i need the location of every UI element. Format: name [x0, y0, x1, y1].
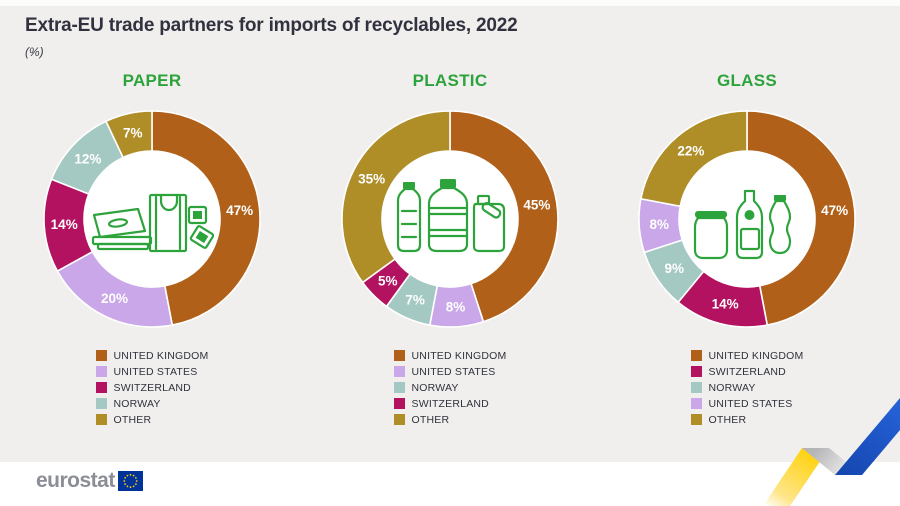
top-border-strip	[0, 0, 900, 6]
donut-segment-other	[639, 110, 748, 208]
legend-swatch	[690, 414, 702, 425]
legend-item: UNITED KINGDOM	[690, 349, 804, 362]
legend-item: UNITED STATES	[95, 365, 209, 378]
chart-glass: GLASS 47% 14% 9% 8% 22% UNITED KINGDOM SWIT	[632, 70, 862, 430]
legend-label: UNITED KINGDOM	[411, 349, 507, 362]
legend-label: OTHER	[113, 413, 152, 426]
donut-chart-plastic: 45% 8% 7% 5% 35%	[335, 104, 565, 334]
chart-title-plastic: PLASTIC	[412, 71, 488, 90]
legend-swatch	[95, 398, 107, 409]
legend-swatch	[393, 398, 405, 409]
eurostat-logo: eurostat	[36, 469, 143, 493]
footer-bar: eurostat	[0, 462, 900, 506]
chart-paper: PAPER 47% 20% 14% 12% 7%	[37, 70, 267, 430]
donut-segment-united-kingdom	[449, 110, 559, 323]
legend-swatch	[95, 414, 107, 425]
legend-item: OTHER	[95, 413, 209, 426]
legend-item: NORWAY	[690, 381, 804, 394]
legend-swatch	[690, 382, 702, 393]
legend-item: SWITZERLAND	[690, 365, 804, 378]
segment-value-label: 8%	[649, 217, 669, 232]
eu-flag-icon	[117, 471, 143, 491]
segment-value-label: 7%	[123, 126, 143, 141]
eurostat-logo-text: eurostat	[36, 469, 115, 492]
chart-title-paper: PAPER	[122, 71, 182, 90]
legend-swatch	[95, 366, 107, 377]
donut-segment-other	[341, 110, 451, 284]
legend-item: SWITZERLAND	[95, 381, 209, 394]
donut-segment-united-kingdom	[151, 110, 261, 327]
legend-label: SWITZERLAND	[708, 365, 786, 378]
segment-value-label: 14%	[51, 217, 78, 232]
legend-swatch	[393, 414, 405, 425]
legend-label: UNITED STATES	[411, 365, 496, 378]
legend-swatch	[690, 350, 702, 361]
legend-plastic: UNITED KINGDOM UNITED STATES NORWAY SWITZER…	[393, 349, 507, 426]
segment-value-label: 5%	[378, 274, 398, 289]
segment-value-label: 7%	[405, 292, 425, 307]
legend-item: NORWAY	[95, 397, 209, 410]
segment-value-label: 47%	[821, 203, 848, 218]
page-title: Extra-EU trade partners for imports of r…	[25, 15, 518, 36]
segment-value-label: 9%	[664, 261, 684, 276]
donut-segment-other	[104, 110, 153, 159]
donut-segment-united-kingdom	[746, 110, 856, 327]
legend-item: UNITED KINGDOM	[393, 349, 507, 362]
segment-value-label: 35%	[358, 172, 385, 187]
header: Extra-EU trade partners for imports of r…	[25, 15, 518, 59]
segment-value-label: 8%	[446, 299, 466, 314]
legend-glass: UNITED KINGDOM SWITZERLAND NORWAY UNITED ST…	[690, 349, 804, 426]
legend-swatch	[393, 366, 405, 377]
brand-ribbon-graphic	[763, 398, 900, 506]
legend-swatch	[393, 350, 405, 361]
legend-label: SWITZERLAND	[411, 397, 489, 410]
donut-chart-paper: 47% 20% 14% 12% 7%	[37, 104, 267, 334]
legend-swatch	[393, 382, 405, 393]
legend-item: SWITZERLAND	[393, 397, 507, 410]
chart-title-glass: GLASS	[716, 71, 778, 90]
donut-chart-glass: 47% 14% 9% 8% 22%	[632, 104, 862, 334]
donut-svg-glass: 47% 14% 9% 8% 22%	[638, 110, 856, 328]
legend-label: UNITED STATES	[708, 397, 793, 410]
legend-swatch	[690, 398, 702, 409]
ribbon-yellow-band	[763, 448, 829, 506]
ribbon-blue-band	[835, 398, 900, 475]
segment-value-label: 22%	[677, 144, 704, 159]
donut-svg-plastic: 45% 8% 7% 5% 35%	[341, 110, 559, 328]
chart-plastic: PLASTIC 45% 8% 7% 5% 35%	[335, 70, 565, 430]
legend-label: OTHER	[708, 413, 747, 426]
segment-value-label: 14%	[712, 297, 739, 312]
legend-label: NORWAY	[113, 397, 161, 410]
legend-label: UNITED KINGDOM	[113, 349, 209, 362]
legend-item: UNITED KINGDOM	[95, 349, 209, 362]
legend-label: OTHER	[411, 413, 450, 426]
segment-value-label: 12%	[74, 151, 101, 166]
legend-item: UNITED STATES	[690, 397, 804, 410]
segment-value-label: 20%	[101, 291, 128, 306]
legend-item: NORWAY	[393, 381, 507, 394]
legend-label: NORWAY	[708, 381, 756, 394]
segment-value-label: 47%	[226, 203, 253, 218]
legend-swatch	[95, 350, 107, 361]
legend-label: UNITED KINGDOM	[708, 349, 804, 362]
page-subtitle: (%)	[25, 45, 44, 59]
legend-item: OTHER	[690, 413, 804, 426]
legend-swatch	[690, 366, 702, 377]
legend-swatch	[95, 382, 107, 393]
legend-item: UNITED STATES	[393, 365, 507, 378]
eu-stars	[123, 473, 138, 489]
legend-paper: UNITED KINGDOM UNITED STATES SWITZERLAND NO…	[95, 349, 209, 426]
legend-item: OTHER	[393, 413, 507, 426]
legend-label: UNITED STATES	[113, 365, 198, 378]
segment-value-label: 45%	[523, 198, 550, 213]
donut-svg-paper: 47% 20% 14% 12% 7%	[43, 110, 261, 328]
legend-label: NORWAY	[411, 381, 459, 394]
legend-label: SWITZERLAND	[113, 381, 191, 394]
